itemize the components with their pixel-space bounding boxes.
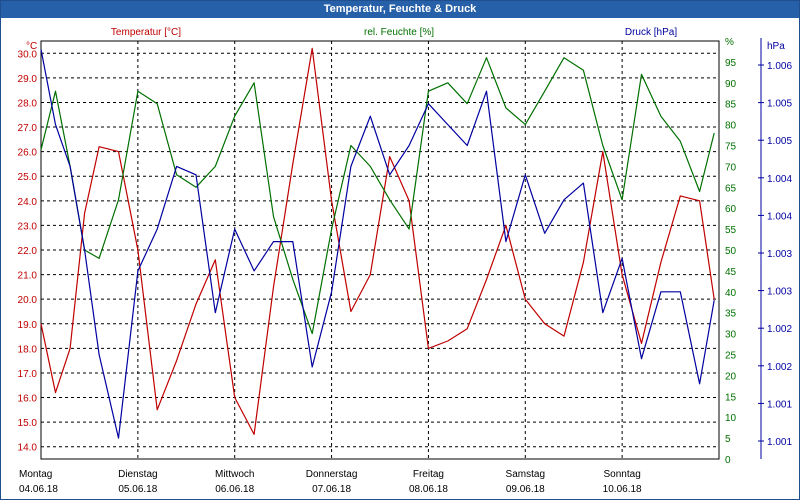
temperature-unit: °C: [26, 41, 37, 52]
humidity-tick: 15: [725, 392, 737, 403]
humidity-tick: 85: [725, 100, 737, 111]
pressure-tick: 1.002: [767, 324, 792, 335]
temperature-line: [40, 47, 715, 435]
x-day-label: Samstag: [506, 469, 545, 480]
x-date-label: 07.06.18: [312, 484, 351, 495]
humidity-axis: 0 5 10 15 20 25 30 35 40 45 50 55 60 65 70 75 80 85 90 95%: [725, 37, 737, 466]
humidity-tick: 10: [725, 413, 737, 424]
temperature-tick: 20.0: [18, 295, 38, 306]
temperature-tick: 29.0: [18, 74, 38, 85]
x-day-label: Sonntag: [604, 469, 641, 480]
legend-temperature: Temperatur [°C]: [111, 27, 181, 38]
x-day-label: Freitag: [413, 469, 444, 480]
temperature-axis: °C 14.0 15.0 16.0 17.0 18.0 19.0 20.0 21.0 22.0 23…: [18, 41, 38, 454]
x-axis: Montag 04.06.18 Dienstag 05.06.18 Mittwoch 06…: [19, 469, 642, 495]
x-day-label: Mittwoch: [215, 469, 254, 480]
pressure-line: [40, 49, 715, 439]
humidity-tick: 0: [725, 455, 731, 466]
temperature-tick: 26.0: [18, 148, 38, 159]
pressure-tick: 1.005: [767, 136, 792, 147]
humidity-tick: 95: [725, 58, 737, 69]
pressure-tick: 1.001: [767, 437, 792, 448]
humidity-tick: 55: [725, 225, 737, 236]
x-date-label: 10.06.18: [603, 484, 642, 495]
temperature-tick: 28.0: [18, 98, 38, 109]
pressure-tick: 1.005: [767, 99, 792, 110]
temperature-tick: 14.0: [18, 443, 38, 454]
pressure-tick: 1.006: [767, 61, 792, 72]
pressure-unit: hPa: [767, 41, 785, 52]
humidity-tick: 90: [725, 79, 737, 90]
humidity-tick: %: [725, 37, 734, 48]
temperature-tick: 21.0: [18, 271, 38, 282]
window-title: Temperatur, Feuchte & Druck: [1, 1, 799, 18]
humidity-tick: 65: [725, 183, 737, 194]
grid: [40, 40, 720, 460]
humidity-tick: 20: [725, 371, 737, 382]
pressure-tick: 1.001: [767, 399, 792, 410]
x-day-label: Dienstag: [118, 469, 157, 480]
humidity-tick: 80: [725, 121, 737, 132]
temperature-tick: 30.0: [18, 49, 38, 60]
legend: Temperatur [°C] rel. Feuchte [%] Druck [hP…: [111, 27, 677, 38]
humidity-line: [40, 57, 715, 335]
pressure-tick: 1.004: [767, 174, 792, 185]
x-day-label: Montag: [19, 469, 52, 480]
pressure-tick: 1.004: [767, 211, 792, 222]
x-date-label: 04.06.18: [19, 484, 58, 495]
humidity-tick: 45: [725, 267, 737, 278]
temperature-tick: 18.0: [18, 344, 38, 355]
x-date-label: 05.06.18: [118, 484, 157, 495]
humidity-tick: 60: [725, 204, 737, 215]
humidity-tick: 5: [725, 434, 731, 445]
humidity-tick: 50: [725, 246, 737, 257]
temperature-tick: 16.0: [18, 394, 38, 405]
x-day-label: Donnerstag: [306, 469, 358, 480]
x-date-label: 08.06.18: [409, 484, 448, 495]
series-lines: [40, 47, 715, 439]
temperature-tick: 25.0: [18, 172, 38, 183]
humidity-tick: 40: [725, 288, 737, 299]
legend-pressure: Druck [hPa]: [625, 27, 677, 38]
pressure-axis: hPa 1.006 1.005 1.005 1.004 1.004 1.003 1.003 1.…: [758, 38, 792, 459]
temperature-tick: 22.0: [18, 246, 38, 257]
pressure-tick: 1.002: [767, 362, 792, 373]
x-date-label: 06.06.18: [215, 484, 254, 495]
pressure-tick: 1.003: [767, 249, 792, 260]
x-date-label: 09.06.18: [506, 484, 545, 495]
legend-humidity: rel. Feuchte [%]: [364, 27, 434, 38]
humidity-tick: 70: [725, 162, 737, 173]
temperature-tick: 24.0: [18, 197, 38, 208]
pressure-tick: 1.003: [767, 287, 792, 298]
humidity-tick: 30: [725, 330, 737, 341]
temperature-tick: 15.0: [18, 418, 38, 429]
temperature-tick: 19.0: [18, 320, 38, 331]
temperature-tick: 27.0: [18, 123, 38, 134]
humidity-tick: 35: [725, 309, 737, 320]
humidity-tick: 25: [725, 351, 737, 362]
temperature-tick: 23.0: [18, 221, 38, 232]
humidity-tick: 75: [725, 142, 737, 153]
temperature-tick: 17.0: [18, 369, 38, 380]
